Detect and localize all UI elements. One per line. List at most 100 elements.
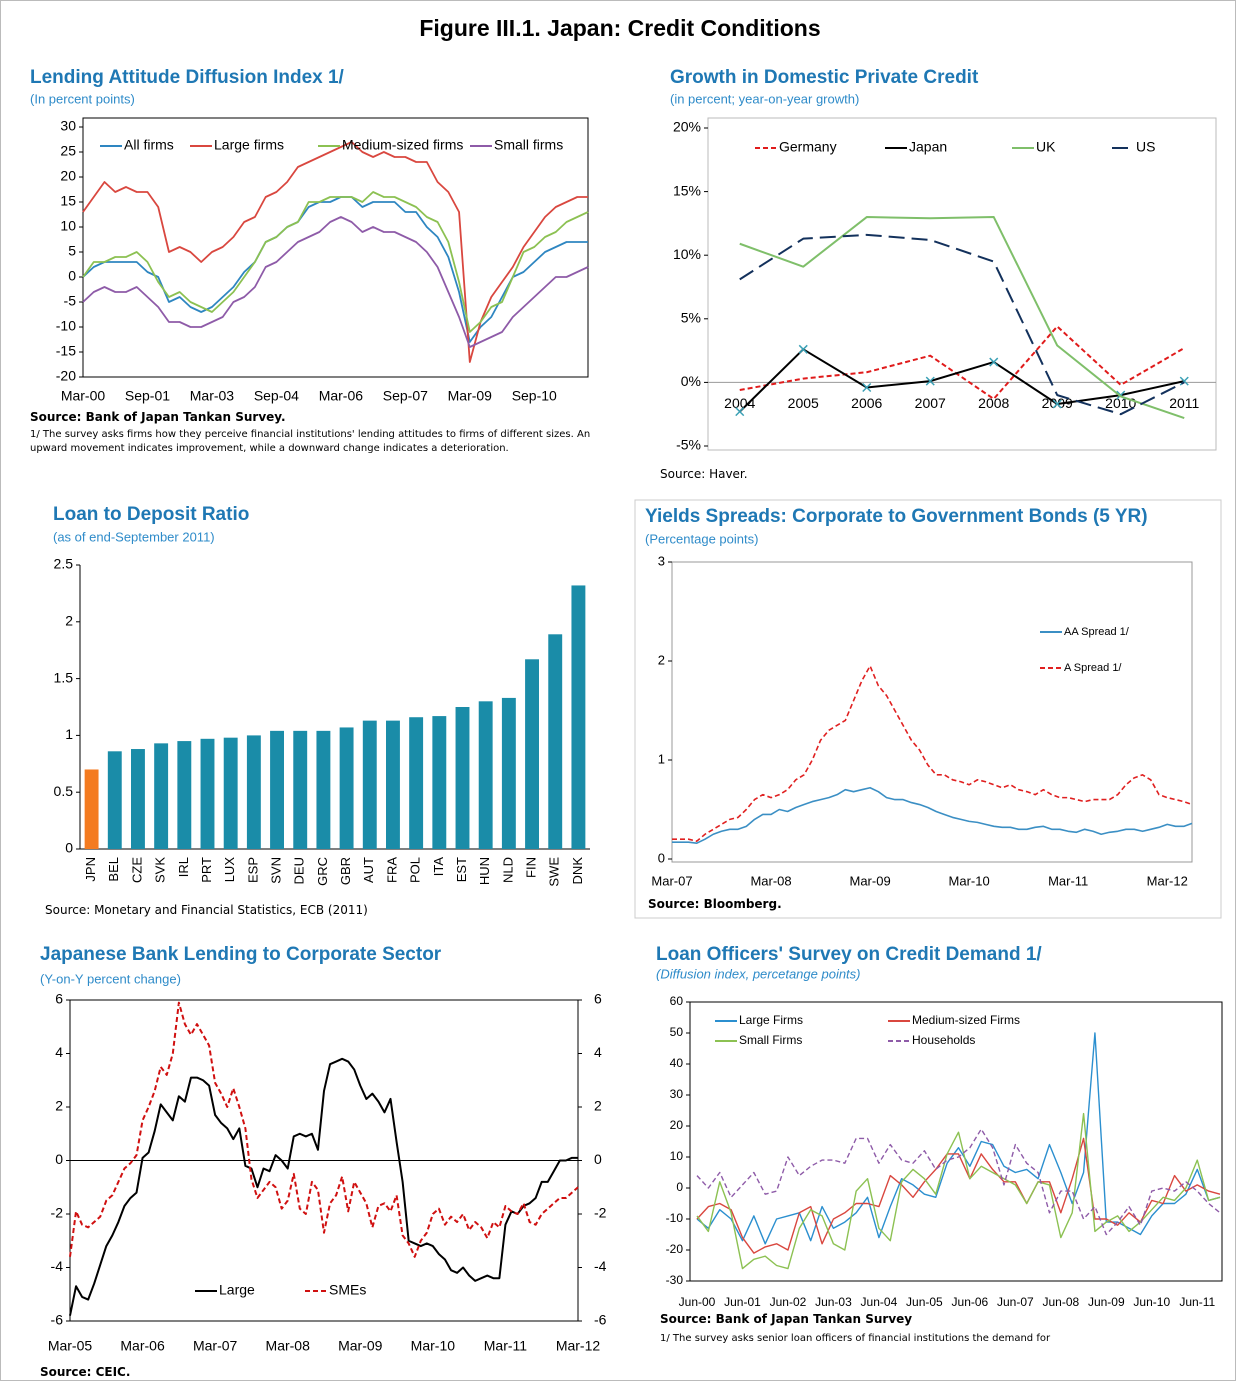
y-tick-label: -5% [676,437,701,453]
x-tick-label: Sep-01 [125,388,170,404]
x-tick-label: Mar-06 [120,1338,165,1354]
bar [316,730,331,849]
series-line [696,1032,1221,1245]
x-tick-label: LUX [222,857,237,883]
x-tick-label: HUN [477,857,492,885]
y-tick-label: 15% [673,182,701,198]
legend-label: AA Spread 1/ [1064,626,1130,638]
series-line [69,1001,579,1258]
y-tick-label: 2 [65,613,73,629]
bar [571,585,586,849]
series-line [82,191,589,333]
legend-label: Germany [779,139,837,155]
chart-subtitle: (Y-on-Y percent change) [40,971,181,986]
bar [501,697,516,849]
chart-title: Yields Spreads: Corporate to Government … [645,506,1148,527]
chart-subtitle: (Diffusion index, percetange points) [656,966,861,981]
y2-tick-label: -4 [594,1258,607,1274]
x-tick-label: AUT [361,857,376,883]
chart-subtitle: (Percentage points) [645,531,758,546]
x-tick-label: SVN [268,857,283,884]
y-tick-label: 60 [670,994,684,1008]
x-tick-label: Sep-04 [254,388,299,404]
bar [293,730,308,849]
legend-label: SMEs [329,1282,366,1298]
chart-title: Growth in Domestic Private Credit [670,67,979,88]
note: 1/ The survey asks senior loan officers … [660,1333,1051,1344]
y-tick-label: 0.5 [54,783,74,799]
y-tick-label: 20% [673,119,701,135]
y2-tick-label: -6 [594,1312,607,1328]
y-tick-label: 6 [55,991,63,1007]
x-tick-label: Mar-09 [850,873,891,888]
y-tick-label: 20 [670,1118,684,1132]
x-tick-label: Jun-01 [724,1295,761,1309]
x-tick-label: 2008 [978,395,1009,411]
y-tick-label: 4 [55,1044,63,1060]
y2-tick-label: 2 [594,1098,602,1114]
legend-label: Japan [909,139,947,155]
x-tick-label: SWE [547,857,562,887]
x-tick-label: Mar-06 [319,388,364,404]
panel-frame [634,499,1222,919]
marker [862,382,872,393]
bar [455,707,470,849]
bar [478,701,493,849]
bar [200,738,215,849]
source: Source: Haver. [660,467,748,481]
legend-label: Large [219,1282,255,1298]
y-tick-label: -20 [666,1242,684,1256]
y-tick-label: -30 [666,1273,684,1287]
chart-title: Lending Attitude Diffusion Index 1/ [30,67,345,88]
legend-label: US [1136,139,1155,155]
x-tick-label: CZE [129,857,144,883]
y-tick-label: 1 [65,726,73,742]
y-tick-label: -10 [666,1211,684,1225]
x-tick-label: Jun-11 [1179,1295,1215,1309]
marker [989,357,999,367]
x-tick-label: Mar-10 [949,873,990,888]
source: Source: Bank of Japan Tankan Survey. [30,410,286,424]
x-tick-label: Mar-03 [190,388,235,404]
legend-label: All firms [124,137,174,153]
marker [925,376,935,386]
x-tick-label: ESP [245,857,260,883]
x-tick-label: Sep-10 [512,388,557,404]
legend-label: A Spread 1/ [1064,662,1122,674]
y-tick-label: 10 [670,1149,684,1163]
y-tick-label: 1 [658,751,665,766]
y-tick-label: 3 [658,553,665,568]
legend-label: Large firms [214,137,284,153]
legend-label: Households [912,1033,975,1047]
legend-label: Medium-sized Firms [912,1013,1020,1027]
y-tick-label: 2 [55,1098,63,1114]
x-tick-label: Mar-09 [448,388,493,404]
plot-box [82,117,589,378]
x-tick-label: Jun-08 [1042,1295,1079,1309]
x-tick-label: Jun-06 [952,1295,989,1309]
x-tick-label: JPN [83,857,98,882]
bar [246,735,261,849]
y-tick-label: 20 [60,168,76,184]
note: 1/ The survey asks firms how they percei… [30,429,591,454]
series-line [739,216,1185,419]
y-tick-label: 10% [673,246,701,262]
x-tick-label: IRL [176,857,191,877]
x-tick-label: 2004 [724,395,755,411]
y-tick-label: 0 [65,840,73,856]
x-tick-label: Jun-02 [770,1295,807,1309]
source: Source: Bank of Japan Tankan Survey [660,1312,913,1326]
source: Source: Monetary and Financial Statistic… [45,903,368,917]
y2-tick-label: 0 [594,1151,602,1167]
x-tick-label: Mar-11 [484,1338,528,1354]
x-tick-label: PRT [199,857,214,883]
y-tick-label: -15 [56,343,76,359]
source: Source: Bloomberg. [648,897,782,911]
y-tick-label: 30 [60,118,76,134]
series-line [739,348,1185,413]
x-tick-label: Jun-10 [1133,1295,1170,1309]
bar [223,737,238,849]
bar [131,749,145,849]
y-tick-label: 50 [670,1025,684,1039]
x-tick-label: DNK [570,857,585,885]
